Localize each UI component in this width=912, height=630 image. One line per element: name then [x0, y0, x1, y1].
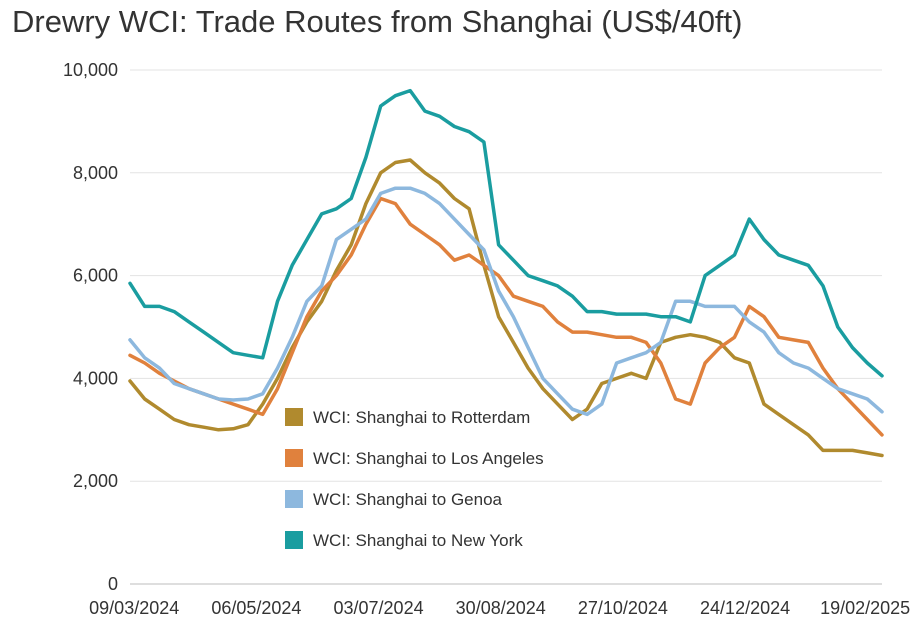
series-line: [128, 196, 884, 437]
y-tick-label: 10,000: [63, 60, 118, 80]
series-line: [128, 158, 884, 458]
y-tick-label: 6,000: [73, 266, 118, 286]
y-tick-label: 0: [108, 574, 118, 594]
legend-label: WCI: Shanghai to New York: [313, 531, 523, 550]
legend-label: WCI: Shanghai to Genoa: [313, 490, 503, 509]
series-line: [128, 88, 884, 378]
y-tick-label: 4,000: [73, 368, 118, 388]
legend-swatch: [285, 408, 303, 426]
x-tick-label: 19/02/2025: [820, 598, 910, 618]
y-tick-label: 8,000: [73, 163, 118, 183]
legend-swatch: [285, 449, 303, 467]
series-line: [128, 186, 884, 417]
legend-swatch: [285, 531, 303, 549]
legend-label: WCI: Shanghai to Rotterdam: [313, 408, 530, 427]
y-tick-label: 2,000: [73, 471, 118, 491]
legend-label: WCI: Shanghai to Los Angeles: [313, 449, 544, 468]
x-tick-label: 30/08/2024: [456, 598, 546, 618]
chart-title: Drewry WCI: Trade Routes from Shanghai (…: [12, 4, 743, 39]
x-tick-label: 09/03/2024: [89, 598, 179, 618]
x-tick-label: 27/10/2024: [578, 598, 668, 618]
x-tick-label: 03/07/2024: [334, 598, 424, 618]
x-tick-label: 06/05/2024: [211, 598, 301, 618]
x-tick-label: 24/12/2024: [700, 598, 790, 618]
legend-swatch: [285, 490, 303, 508]
